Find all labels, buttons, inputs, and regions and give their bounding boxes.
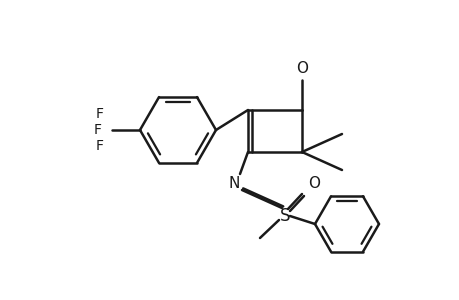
Text: F: F (94, 123, 102, 137)
Text: S: S (279, 207, 290, 225)
Text: F: F (96, 107, 104, 121)
Text: O: O (308, 176, 319, 191)
Text: F: F (96, 139, 104, 153)
Text: N: N (228, 176, 239, 191)
Text: O: O (295, 61, 308, 76)
